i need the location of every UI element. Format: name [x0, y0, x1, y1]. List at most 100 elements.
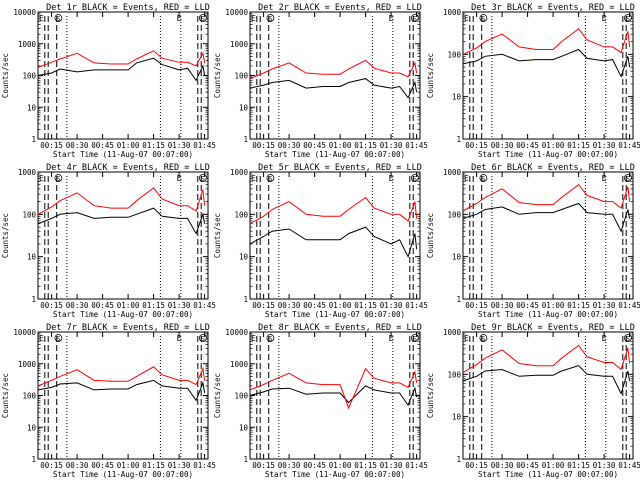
plot-title: Det 2r BLACK = Events, RED = LLD [258, 3, 422, 13]
saa-marker-S: S [201, 15, 205, 23]
y-axis-label: Counts/sec [213, 53, 222, 98]
saa-marker-circle [198, 14, 207, 22]
x-tick-label: 01:15 [354, 301, 377, 310]
saa-marker-circle [479, 14, 488, 22]
eclipse-marker-E: E [602, 334, 607, 343]
saa-marker-S: S [481, 175, 485, 183]
x-tick-label: 01:15 [567, 301, 590, 310]
y-tick-label: 10000 [13, 328, 36, 337]
x-tick-label: 00:15 [40, 461, 63, 470]
series-line-events [37, 207, 206, 235]
plot-panel-det-3r: Det 3r BLACK = Events, RED = LLD 1 10 100 10… [426, 3, 640, 159]
eclipse-marker-E: E [251, 14, 256, 23]
x-tick-label: 01:30 [168, 461, 191, 470]
saa-marker-circle [410, 14, 419, 22]
x-tick-label: 01:15 [567, 461, 590, 470]
series-line-events [249, 226, 418, 259]
x-tick-label: 01:15 [142, 141, 165, 150]
saa-marker-S: S [626, 335, 630, 343]
y-axis-label: Counts/sec [426, 213, 435, 258]
plot-frame [462, 331, 634, 460]
saa-marker-circle [198, 334, 207, 342]
eclipse-marker-E: E [464, 174, 469, 183]
series-line-events [249, 385, 418, 407]
series-line-lld [462, 184, 631, 212]
x-tick-label: 00:45 [91, 461, 114, 470]
saa-marker-circle [266, 174, 275, 182]
plot-title: Det 4r BLACK = Events, RED = LLD [46, 163, 210, 173]
y-tick-label: 100 [22, 392, 36, 401]
x-tick-label: 00:30 [66, 301, 89, 310]
x-tick-label: 01:45 [193, 301, 216, 310]
y-tick-label: 10 [452, 93, 462, 102]
x-tick-label: 01:30 [593, 141, 616, 150]
plot-frame [37, 331, 209, 460]
saa-marker-circle [624, 334, 632, 342]
series-line-events [462, 202, 631, 233]
x-tick-label: 01:00 [117, 141, 140, 150]
series-line-lld [37, 366, 206, 387]
y-tick-label: 100 [22, 210, 36, 219]
series-line-lld [462, 344, 631, 374]
plot-frame [462, 11, 634, 140]
plot-frame [249, 171, 421, 300]
y-tick-label: 100 [447, 370, 461, 379]
y-tick-label: 10 [239, 103, 249, 112]
y-tick-label: 10 [27, 423, 37, 432]
saa-marker-circle [410, 174, 419, 182]
x-axis-label: Start Time (11-Aug-07 00:07:00) [478, 310, 618, 319]
x-tick-label: 01:45 [405, 461, 428, 470]
x-tick-label: 01:45 [618, 301, 640, 310]
x-tick-label: 01:00 [542, 141, 565, 150]
x-tick-label: 00:15 [40, 141, 63, 150]
y-tick-label: 1000 [230, 168, 249, 177]
y-tick-label: 100 [22, 72, 36, 81]
x-tick-label: 01:15 [354, 461, 377, 470]
eclipse-marker-E: E [464, 334, 469, 343]
y-tick-label: 10 [452, 253, 462, 262]
y-axis-label: Counts/sec [1, 53, 10, 98]
saa-marker-S: S [56, 335, 60, 343]
x-tick-label: 01:45 [193, 461, 216, 470]
x-tick-label: 00:15 [252, 141, 275, 150]
plot-frame [37, 11, 209, 140]
x-tick-label: 00:30 [491, 141, 514, 150]
x-axis-label: Start Time (11-Aug-07 00:07:00) [53, 150, 193, 159]
x-tick-label: 01:15 [567, 141, 590, 150]
saa-marker-circle [54, 334, 63, 342]
plot-panel-det-5r: Det 5r BLACK = Events, RED = LLD 1 10 100 10… [213, 163, 428, 319]
eclipse-marker-E: E [39, 174, 44, 183]
eclipse-marker-E: E [39, 14, 44, 23]
x-tick-label: 01:45 [193, 141, 216, 150]
saa-marker-circle [410, 334, 419, 342]
y-tick-label: 10 [27, 103, 37, 112]
y-tick-label: 100 [234, 210, 248, 219]
y-tick-label: 100 [447, 210, 461, 219]
y-tick-label: 1 [31, 295, 36, 304]
y-axis-label: Counts/sec [1, 213, 10, 258]
plot-panel-det-4r: Det 4r BLACK = Events, RED = LLD 1 10 100 10… [1, 163, 216, 319]
plot-title: Det 1r BLACK = Events, RED = LLD [46, 3, 210, 13]
x-tick-label: 00:45 [303, 141, 326, 150]
y-tick-label: 10 [239, 253, 249, 262]
saa-marker-circle [266, 14, 275, 22]
plot-panel-det-1r: Det 1r BLACK = Events, RED = LLD 1 10 100 10… [1, 3, 216, 159]
saa-marker-S: S [413, 335, 417, 343]
plot-panel-det-6r: Det 6r BLACK = Events, RED = LLD 1 10 100 10… [426, 163, 640, 319]
y-axis-label: Counts/sec [426, 53, 435, 98]
x-axis-label: Start Time (11-Aug-07 00:07:00) [53, 310, 193, 319]
x-tick-label: 01:15 [142, 301, 165, 310]
saa-marker-S: S [413, 175, 417, 183]
y-tick-label: 1 [243, 295, 248, 304]
series-line-events [462, 365, 631, 395]
x-tick-label: 01:00 [329, 461, 352, 470]
series-line-events [37, 379, 206, 402]
x-tick-label: 00:45 [91, 301, 114, 310]
saa-marker-S: S [626, 175, 630, 183]
x-tick-label: 00:30 [278, 141, 301, 150]
saa-marker-S: S [481, 335, 485, 343]
x-axis-label: Start Time (11-Aug-07 00:07:00) [53, 470, 193, 479]
x-tick-label: 00:45 [516, 301, 539, 310]
plot-title: Det 6r BLACK = Events, RED = LLD [471, 163, 635, 173]
x-tick-label: 00:15 [465, 141, 488, 150]
